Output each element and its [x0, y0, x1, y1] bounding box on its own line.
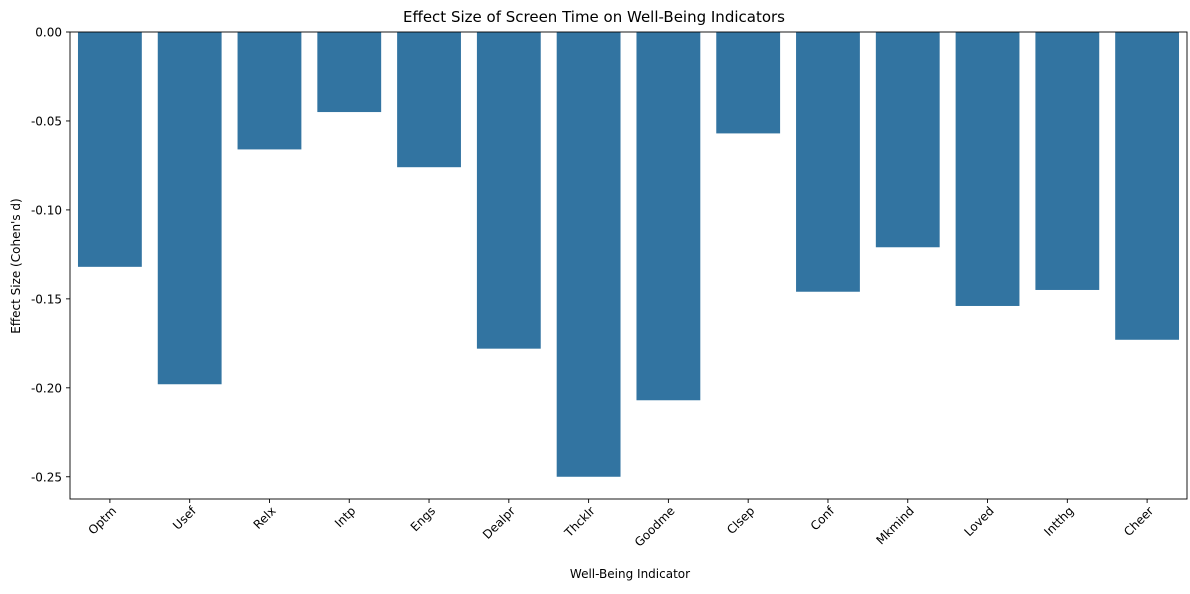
- bar-optm: [77, 32, 142, 267]
- x-tick-label: Clsep: [724, 504, 757, 537]
- x-tick-label: Usef: [170, 503, 199, 532]
- bar-clsep: [716, 32, 781, 134]
- x-tick-label: Engs: [408, 504, 438, 534]
- x-tick-label: Thcklr: [561, 504, 598, 541]
- bar-thcklr: [556, 32, 621, 477]
- x-tick-label: Intp: [332, 504, 358, 530]
- y-tick-label: -0.10: [31, 203, 62, 217]
- bar-intthg: [1035, 32, 1100, 290]
- x-tick-label: Relx: [251, 504, 279, 532]
- x-tick-label: Goodme: [632, 504, 678, 550]
- bar-loved: [955, 32, 1020, 306]
- x-tick-label: Loved: [961, 504, 996, 539]
- plot-frame: [69, 31, 1188, 500]
- bar-intp: [317, 32, 382, 113]
- bars-group: [77, 32, 1180, 477]
- y-tick-label: -0.15: [31, 292, 62, 306]
- x-tick-label: Optm: [86, 504, 120, 538]
- bar-cheer: [1115, 32, 1180, 340]
- y-tick-label: 0.00: [35, 26, 62, 40]
- y-tick-label: -0.25: [31, 470, 62, 484]
- bar-engs: [397, 32, 461, 168]
- y-axis: 0.00 -0.05 -0.10 -0.15 -0.20 -0.25: [31, 26, 70, 484]
- x-tick-label: Intthg: [1041, 504, 1076, 539]
- bar-goodme: [636, 32, 701, 401]
- y-tick-label: -0.20: [31, 381, 62, 395]
- x-axis-label: Well-Being Indicator: [570, 567, 690, 581]
- bar-conf: [796, 32, 860, 292]
- x-tick-label: Conf: [808, 503, 838, 533]
- x-tick-label: Mkmind: [873, 504, 917, 548]
- bar-dealpr: [476, 32, 541, 349]
- bar-usef: [157, 32, 222, 385]
- bar-relx: [237, 32, 302, 150]
- bar-mkmind: [875, 32, 940, 248]
- y-tick-label: -0.05: [31, 114, 62, 128]
- x-tick-label: Dealpr: [480, 504, 518, 542]
- y-axis-label: Effect Size (Cohen's d): [9, 198, 23, 333]
- x-axis: Optm Usef Relx Intp Engs Dealpr Thcklr Goodme Cl…: [86, 499, 1156, 550]
- chart-title: Effect Size of Screen Time on Well-Being…: [403, 8, 785, 26]
- x-tick-label: Cheer: [1121, 504, 1156, 539]
